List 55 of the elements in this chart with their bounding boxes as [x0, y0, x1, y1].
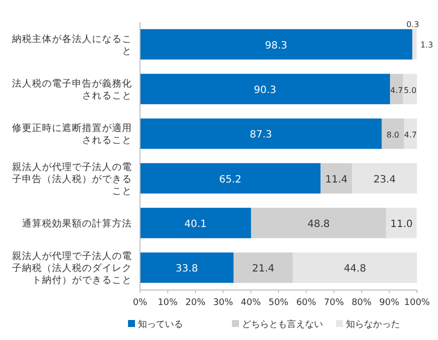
data-label: 1.3: [420, 40, 434, 50]
bar: [404, 118, 417, 149]
x-tick-label: 60%: [296, 298, 317, 308]
data-label: 0.3: [406, 20, 420, 30]
bar: [382, 118, 404, 149]
data-label: 23.4: [373, 174, 396, 186]
data-label: 44.8: [344, 264, 366, 275]
bar: [413, 29, 417, 60]
data-label: 21.4: [252, 264, 274, 275]
x-tick-label: 100%: [404, 298, 430, 308]
x-tick-label: 50%: [268, 298, 289, 308]
bar: [234, 252, 293, 283]
x-tick-label: 90%: [379, 298, 400, 308]
data-label: 4.7: [404, 130, 417, 140]
y-tick-label: 修更正時に遮断措置が適用されること: [12, 122, 132, 146]
data-label: 98.3: [265, 40, 288, 52]
x-tick-label: 40%: [240, 298, 262, 308]
data-label: 11.4: [325, 174, 348, 186]
legend-label: 知らなかった: [346, 319, 400, 330]
bar: [140, 118, 382, 149]
bar: [140, 252, 234, 283]
data-label: 87.3: [250, 130, 272, 141]
y-tick-label: 親法人が代理で子法人の電子納税（法人税のダイレクト納付）ができること: [12, 250, 132, 286]
data-label: 90.3: [254, 85, 276, 96]
legend-label: 知っている: [138, 319, 183, 330]
bar: [352, 163, 417, 194]
y-tick-label: 納税主体が各法人になること: [12, 32, 132, 57]
bar: [251, 208, 386, 238]
bar: [140, 29, 412, 60]
data-label: 8.0: [386, 130, 400, 140]
x-tick-label: 10%: [158, 298, 178, 308]
bar: [140, 163, 321, 194]
x-tick-label: 0%: [132, 298, 148, 308]
bar: [320, 163, 352, 194]
bar: [140, 74, 390, 104]
data-label: 11.0: [390, 219, 413, 230]
data-label: 65.2: [219, 174, 242, 186]
x-tick-label: 20%: [185, 298, 206, 308]
bar: [390, 74, 404, 104]
bar: [292, 252, 417, 283]
data-label: 48.8: [308, 219, 330, 230]
y-tick-label: 通算税効果額の計算方法: [22, 218, 132, 230]
data-label: 40.1: [184, 219, 207, 230]
data-label: 4.7: [390, 86, 404, 95]
x-tick-label: 30%: [213, 298, 234, 308]
y-tick-label: 法人税の電子申告が義務化されること: [12, 78, 132, 102]
data-label: 5.0: [404, 86, 416, 95]
bar: [403, 74, 417, 104]
x-tick-label: 80%: [352, 298, 372, 308]
y-tick-label: 親法人が代理で子法人の電子申告（法人税）ができること: [12, 160, 132, 197]
data-label: 33.8: [176, 264, 198, 275]
bar: [140, 208, 252, 238]
legend-label: どちらとも言えない: [242, 319, 323, 330]
bar: [386, 208, 417, 238]
x-tick-label: 70%: [324, 298, 344, 308]
